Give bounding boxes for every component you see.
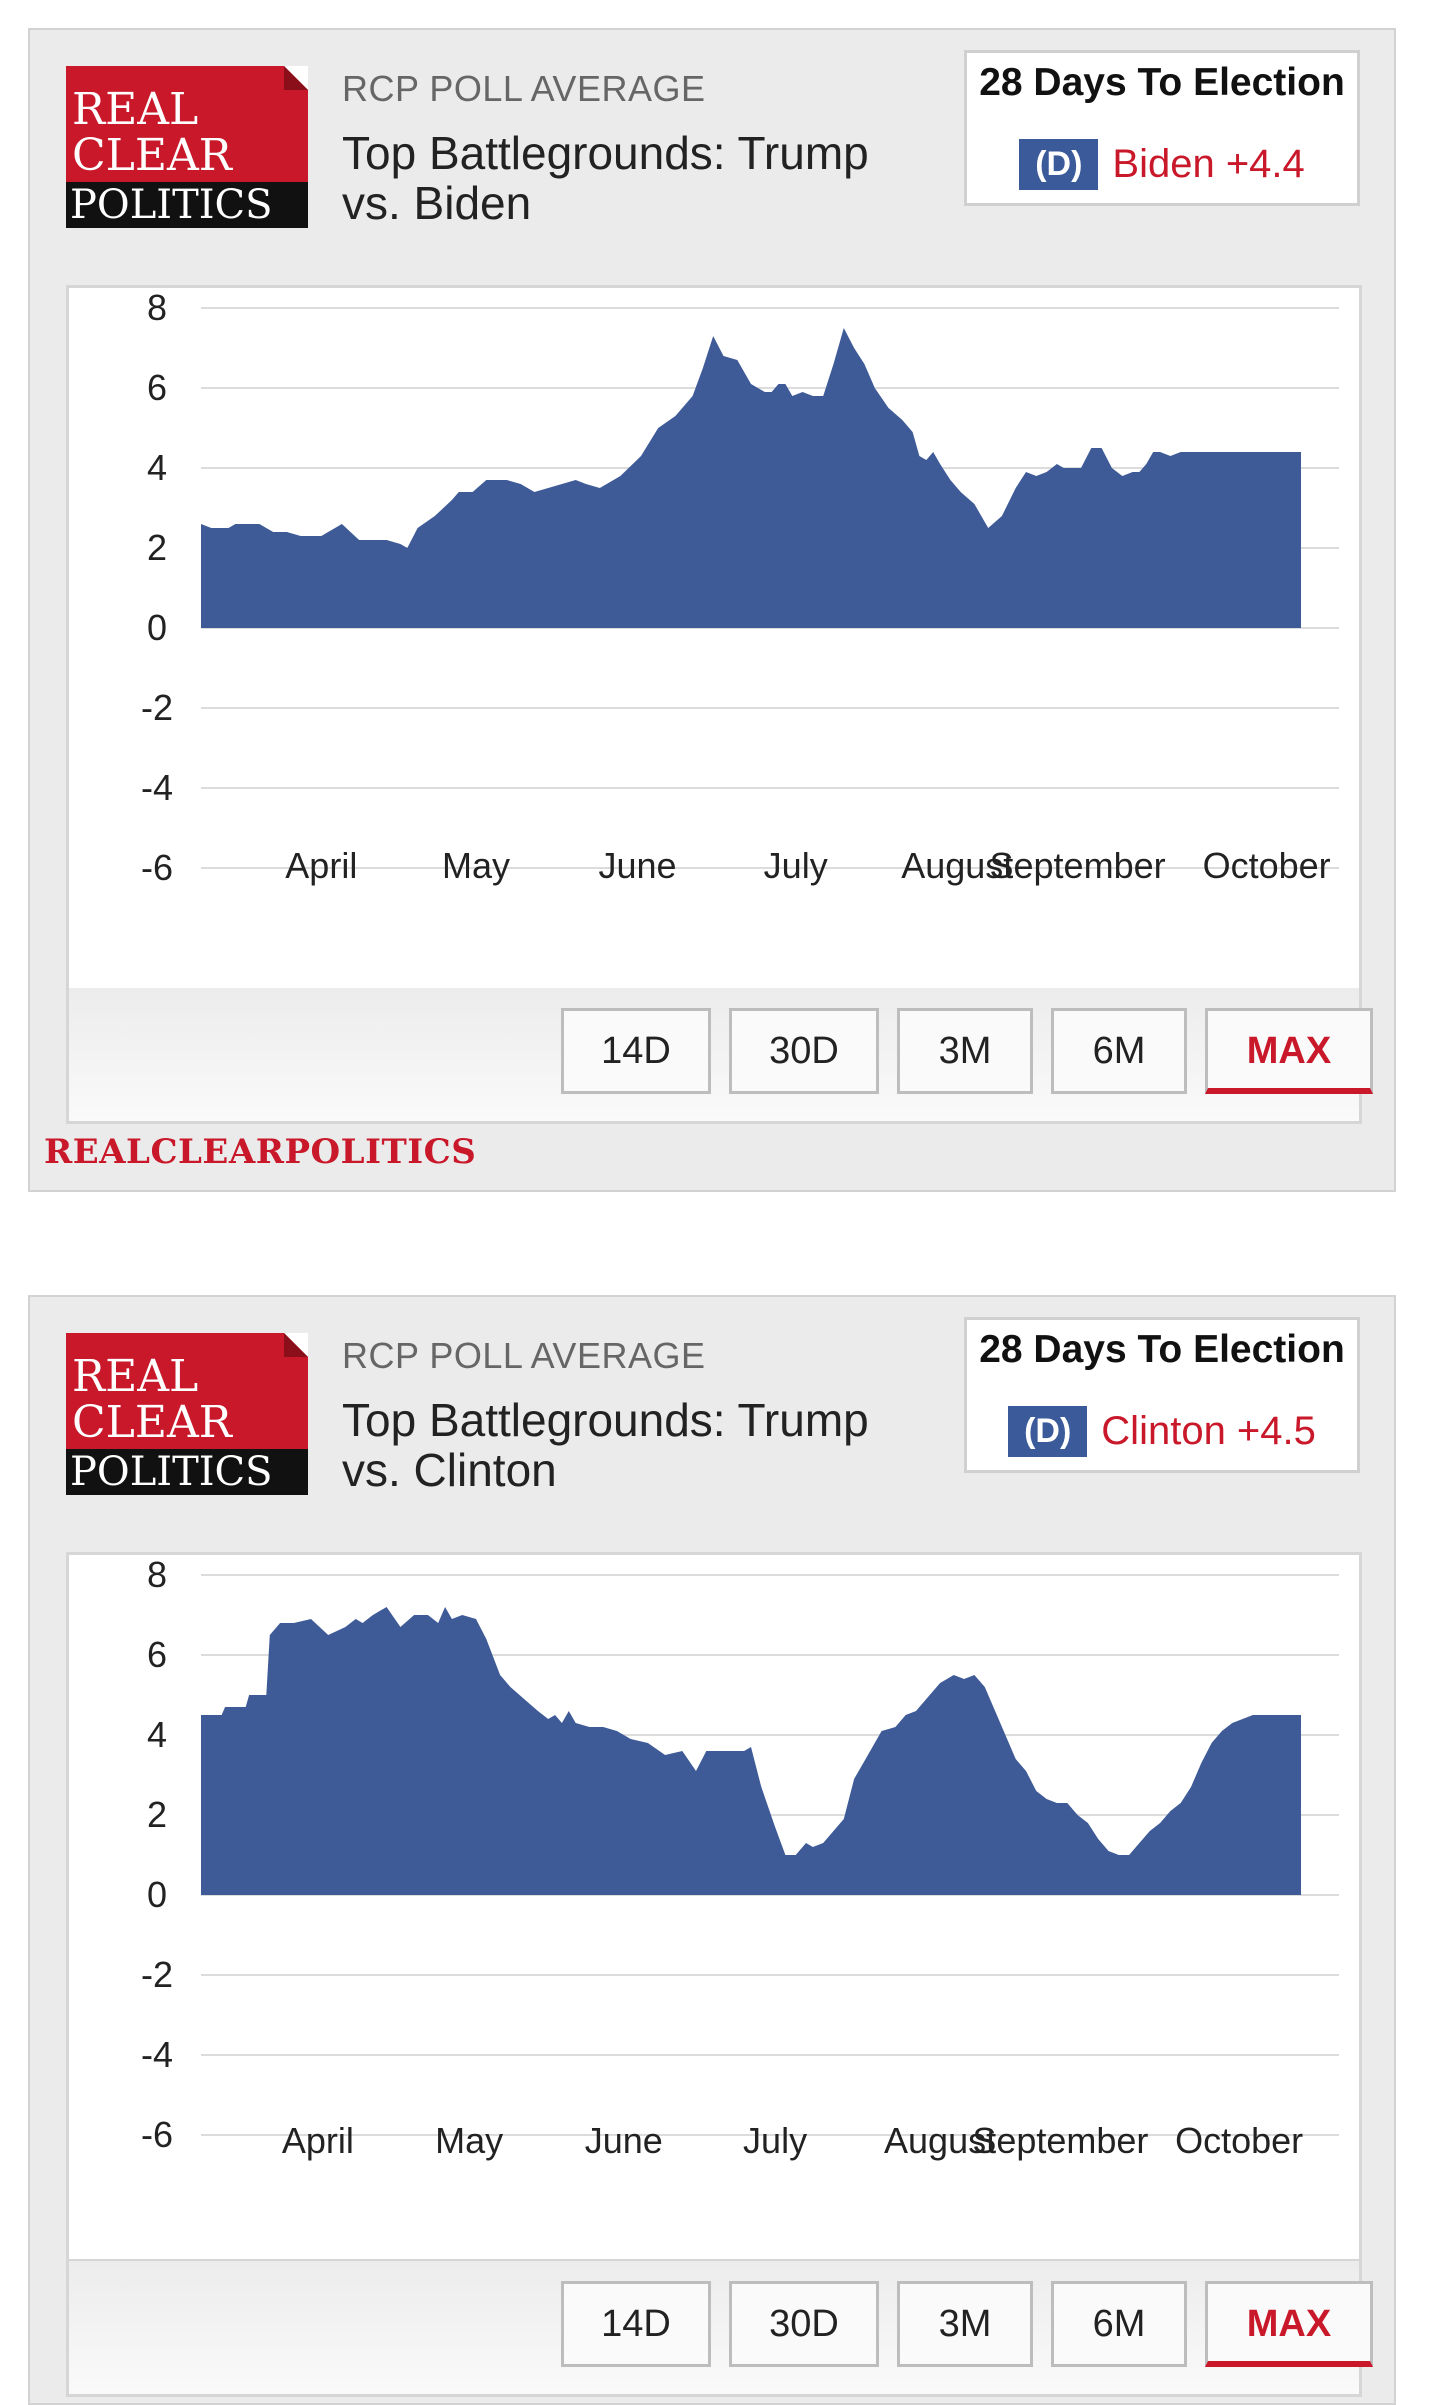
range-button-3m[interactable]: 3M [897, 1008, 1033, 1094]
logo-line-3: POLITICS [70, 1449, 273, 1495]
series-area [201, 1607, 1301, 1895]
range-button-30d[interactable]: 30D [729, 1008, 879, 1094]
y-tick-label: 4 [147, 447, 167, 488]
leader-row: (D) Clinton +4.5 [967, 1406, 1357, 1457]
range-button-bar: 14D 30D 3M 6M MAX [66, 988, 1373, 1124]
logo-line-3: POLITICS [70, 182, 273, 228]
range-button-3m[interactable]: 3M [897, 2281, 1033, 2367]
poll-chart: 8 6 4 2 0 -2 -4 -6 April May June July AugustSeptemb… [141, 288, 1339, 888]
y-tick-label: 8 [147, 288, 167, 328]
x-tick-label: July [764, 845, 828, 886]
range-button-max[interactable]: MAX [1205, 1008, 1373, 1094]
poll-widget-biden: REAL CLEAR POLITICS RCP POLL AVERAGE Top… [28, 28, 1396, 1192]
poll-widget-clinton: REAL CLEAR POLITICS RCP POLL AVERAGE Top… [28, 1295, 1396, 2405]
party-badge: (D) [1008, 1406, 1088, 1457]
y-tick-label: 6 [147, 1634, 167, 1675]
y-tick-label: 2 [147, 527, 167, 568]
y-tick-label: 4 [147, 1714, 167, 1755]
footer-brand[interactable]: REALCLEARPOLITICS [44, 1132, 477, 1172]
election-box: 28 Days To Election (D) Biden +4.4 [964, 50, 1360, 206]
x-tick-label: October [1175, 2120, 1303, 2161]
chart-panel: 8 6 4 2 0 -2 -4 -6 April May June July August Septemb… [66, 285, 1362, 991]
x-tick-label: May [435, 2120, 503, 2161]
x-tick-label: June [599, 845, 677, 886]
logo-line-1: REAL [72, 1351, 198, 1402]
y-tick-label: -2 [141, 687, 173, 728]
y-tick-label: 0 [147, 1874, 167, 1915]
days-to-election: 28 Days To Election [979, 1328, 1345, 1371]
poll-subtitle: RCP POLL AVERAGE [342, 1335, 706, 1376]
leader-row: (D) Biden +4.4 [967, 139, 1357, 190]
x-tick-label: April [285, 845, 357, 886]
x-tick-label: May [442, 845, 510, 886]
y-tick-label: 8 [147, 1555, 167, 1595]
y-tick-label: -6 [141, 2114, 173, 2155]
election-box: 28 Days To Election (D) Clinton +4.5 [964, 1317, 1360, 1473]
logo-line-2: CLEAR [72, 130, 234, 181]
x-tick-label: September [990, 845, 1166, 886]
x-tick-label: July [743, 2120, 807, 2161]
poll-subtitle: RCP POLL AVERAGE [342, 68, 706, 109]
y-tick-label: -4 [141, 767, 173, 808]
y-tick-label: 6 [147, 367, 167, 408]
poll-title: Top Battlegrounds: Trump vs. Biden [342, 127, 869, 229]
y-tick-label: 0 [147, 607, 167, 648]
range-button-14d[interactable]: 14D [561, 1008, 711, 1094]
range-button-6m[interactable]: 6M [1051, 2281, 1187, 2367]
chart-panel: 8 6 4 2 0 -2 -4 -6 April May June July August Septemb… [66, 1552, 1362, 2262]
range-button-bar: 14D 30D 3M 6M MAX [66, 2261, 1373, 2397]
range-button-max[interactable]: MAX [1205, 2281, 1373, 2367]
x-tick-label: September [972, 2120, 1148, 2161]
range-button-6m[interactable]: 6M [1051, 1008, 1187, 1094]
days-to-election: 28 Days To Election [979, 61, 1345, 104]
x-tick-label: August [884, 2120, 996, 2161]
party-badge: (D) [1019, 139, 1099, 190]
rcp-logo[interactable]: REAL CLEAR POLITICS [66, 66, 308, 228]
rcp-logo[interactable]: REAL CLEAR POLITICS [66, 1333, 308, 1495]
x-tick-label: October [1203, 845, 1331, 886]
y-tick-label: -6 [141, 847, 173, 888]
leader-spread: Biden +4.4 [1112, 142, 1305, 186]
y-tick-label: -4 [141, 2034, 173, 2075]
y-tick-label: 2 [147, 1794, 167, 1835]
logo-line-2: CLEAR [72, 1397, 234, 1448]
range-button-14d[interactable]: 14D [561, 2281, 711, 2367]
leader-spread: Clinton +4.5 [1101, 1409, 1316, 1453]
x-tick-label: June [585, 2120, 663, 2161]
poll-chart: 8 6 4 2 0 -2 -4 -6 April May June July AugustSeptemb… [141, 1555, 1339, 2161]
y-tick-label: -2 [141, 1954, 173, 1995]
logo-line-1: REAL [72, 84, 198, 135]
range-button-30d[interactable]: 30D [729, 2281, 879, 2367]
poll-title: Top Battlegrounds: Trump vs. Clinton [342, 1394, 869, 1496]
x-tick-label: April [282, 2120, 354, 2161]
series-area [201, 328, 1301, 628]
x-tick-label: August [901, 845, 1013, 886]
